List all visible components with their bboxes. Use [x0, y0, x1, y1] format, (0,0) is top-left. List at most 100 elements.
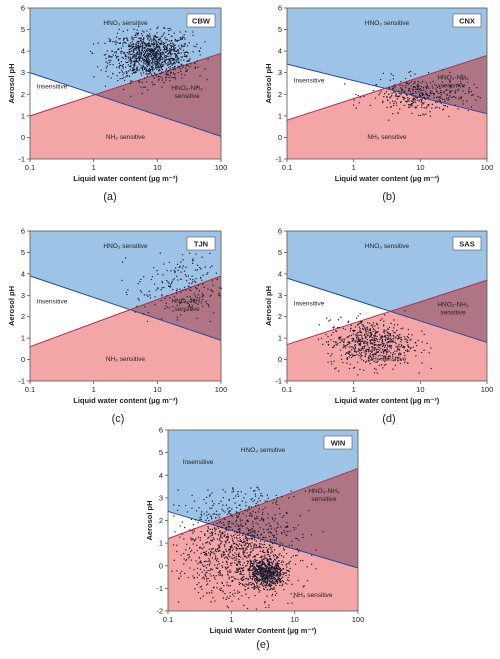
data-point: [443, 104, 445, 107]
data-point: [232, 558, 234, 560]
data-point: [140, 57, 142, 59]
data-point: [405, 94, 407, 96]
data-point: [237, 534, 239, 536]
data-point: [208, 513, 210, 515]
data-point: [226, 556, 228, 558]
y-tick-label: 6: [278, 227, 282, 236]
data-point: [379, 338, 381, 340]
data-point: [363, 369, 365, 371]
data-point: [158, 53, 160, 55]
data-point: [384, 349, 386, 351]
data-point: [262, 575, 264, 577]
data-point: [392, 352, 394, 354]
data-point: [153, 59, 155, 61]
data-point: [256, 578, 258, 581]
data-point: [431, 103, 433, 105]
data-point: [261, 551, 263, 553]
data-point: [383, 357, 385, 359]
data-point: [105, 57, 107, 60]
data-point: [402, 96, 404, 98]
data-point: [185, 275, 187, 277]
data-point: [279, 574, 281, 576]
data-point: [384, 345, 386, 347]
data-point: [241, 545, 243, 547]
data-point: [400, 327, 402, 330]
data-point: [130, 95, 132, 97]
data-point: [234, 562, 236, 564]
data-point: [146, 71, 148, 73]
data-point: [275, 530, 277, 532]
data-point: [371, 342, 373, 344]
data-point: [210, 552, 212, 554]
data-point: [462, 78, 464, 80]
data-point: [331, 353, 333, 355]
data-point: [448, 115, 450, 117]
data-point: [153, 51, 155, 53]
data-point: [244, 565, 247, 567]
data-point: [174, 38, 176, 40]
data-point: [371, 358, 373, 360]
data-point: [471, 94, 473, 96]
data-point: [240, 524, 242, 527]
data-point: [266, 560, 269, 563]
data-point: [224, 540, 226, 542]
data-point: [141, 92, 143, 94]
data-point: [362, 346, 364, 348]
data-point: [413, 350, 416, 352]
data-point: [393, 87, 396, 89]
data-point: [153, 283, 156, 285]
data-point: [251, 542, 253, 544]
data-point: [267, 559, 269, 561]
lower-boundary-line: [29, 52, 222, 117]
data-point: [423, 333, 425, 335]
data-point: [217, 514, 219, 516]
data-point: [387, 355, 389, 358]
data-point: [133, 65, 135, 67]
data-point: [236, 549, 238, 551]
data-point: [154, 66, 156, 68]
data-point: [351, 346, 353, 348]
data-point: [246, 562, 249, 565]
data-point: [411, 334, 413, 336]
data-point: [280, 561, 282, 564]
data-point: [377, 346, 379, 348]
data-point: [421, 352, 423, 354]
data-point: [121, 77, 123, 80]
data-point: [231, 544, 233, 546]
data-point: [231, 546, 233, 548]
data-point: [435, 96, 438, 99]
data-point: [146, 66, 148, 68]
data-point: [376, 331, 379, 333]
upper-boundary-line: [286, 63, 488, 115]
data-point: [128, 44, 130, 46]
data-point: [250, 560, 252, 562]
data-point: [124, 41, 126, 43]
data-point: [218, 547, 220, 549]
data-point: [145, 68, 147, 70]
data-point: [397, 96, 399, 98]
data-point: [410, 70, 412, 73]
data-point: [186, 56, 188, 58]
data-point: [161, 318, 163, 320]
data-point: [143, 54, 145, 56]
data-point: [179, 265, 181, 267]
insensitive-region: [287, 64, 386, 121]
data-point: [220, 542, 222, 545]
data-point: [236, 544, 238, 546]
data-point: [228, 549, 230, 551]
data-point: [276, 566, 278, 568]
data-point: [157, 64, 159, 66]
data-point: [227, 607, 229, 609]
data-point: [277, 575, 279, 577]
data-point: [246, 546, 248, 548]
data-point: [286, 583, 288, 585]
data-point: [365, 331, 367, 333]
data-point: [215, 575, 217, 577]
data-point: [240, 523, 242, 525]
data-point: [220, 540, 222, 542]
data-point: [151, 276, 153, 278]
data-point: [187, 576, 189, 579]
data-point: [158, 62, 160, 64]
data-point: [147, 63, 149, 65]
data-point: [204, 565, 206, 567]
